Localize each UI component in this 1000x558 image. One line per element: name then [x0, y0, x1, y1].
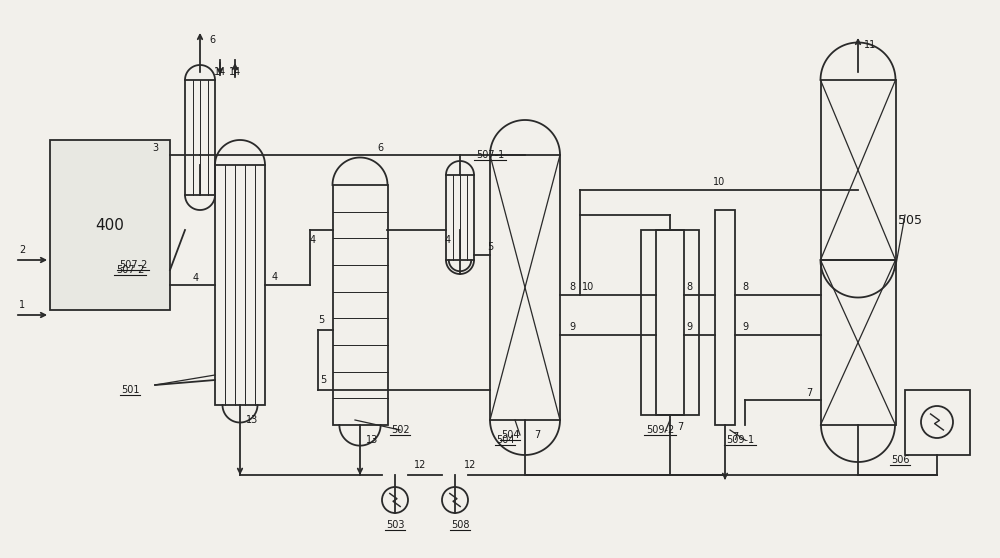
Bar: [50, 140, 170, 310]
Text: 501: 501: [121, 385, 139, 395]
Text: 6: 6: [377, 143, 383, 153]
Text: 6: 6: [209, 35, 215, 45]
Text: 502: 502: [391, 425, 409, 435]
Text: 7: 7: [534, 430, 540, 440]
Bar: [332, 185, 388, 425]
Text: 7: 7: [677, 422, 683, 432]
Bar: [820, 260, 896, 425]
Text: 10: 10: [713, 177, 725, 187]
Text: 504: 504: [496, 435, 514, 445]
Text: 8: 8: [686, 282, 692, 292]
Text: 508: 508: [451, 520, 469, 530]
Bar: [446, 175, 474, 260]
Text: 13: 13: [366, 435, 378, 445]
Text: 505: 505: [898, 214, 922, 227]
Text: 506: 506: [891, 455, 909, 465]
Text: 9: 9: [686, 322, 692, 332]
Text: 12: 12: [464, 460, 476, 470]
Text: 507-2: 507-2: [116, 265, 144, 275]
Bar: [820, 80, 896, 260]
Text: 400: 400: [96, 218, 124, 233]
Text: 9: 9: [742, 322, 748, 332]
Text: 509-2: 509-2: [646, 425, 674, 435]
Text: 4: 4: [310, 235, 316, 245]
Bar: [490, 155, 560, 420]
Text: 503: 503: [386, 520, 404, 530]
Text: 7: 7: [806, 388, 812, 398]
Text: 4: 4: [272, 272, 278, 282]
Text: 14: 14: [214, 67, 226, 77]
Bar: [185, 80, 215, 195]
Text: 3: 3: [152, 143, 158, 153]
Text: 507-2: 507-2: [119, 260, 147, 270]
Bar: [641, 230, 699, 415]
Bar: [905, 390, 970, 455]
Text: 509-1: 509-1: [726, 435, 754, 445]
Text: 4: 4: [445, 235, 451, 245]
Text: 14: 14: [229, 67, 241, 77]
Text: 12: 12: [414, 460, 426, 470]
Text: 5: 5: [320, 375, 326, 385]
Text: 13: 13: [246, 415, 258, 425]
Text: 5: 5: [318, 315, 324, 325]
Text: 8: 8: [742, 282, 748, 292]
Text: 1: 1: [19, 300, 25, 310]
Text: 8: 8: [569, 282, 575, 292]
Bar: [715, 210, 735, 425]
Text: 5: 5: [487, 242, 493, 252]
Text: 4: 4: [193, 273, 199, 283]
Text: 10: 10: [582, 282, 594, 292]
Text: 11: 11: [864, 40, 876, 50]
Bar: [215, 165, 265, 405]
Text: 7: 7: [732, 432, 738, 442]
Text: 507-1: 507-1: [476, 150, 504, 160]
Bar: [656, 230, 684, 415]
Text: 2: 2: [19, 245, 25, 255]
Text: 9: 9: [569, 322, 575, 332]
Text: 504: 504: [501, 430, 519, 440]
